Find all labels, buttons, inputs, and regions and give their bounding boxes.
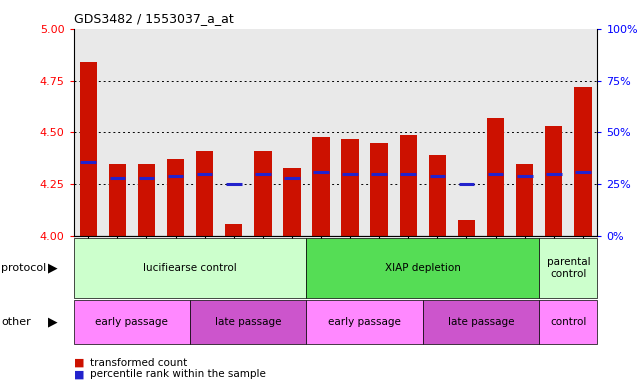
Text: late passage: late passage xyxy=(215,316,281,327)
Bar xyxy=(283,168,301,236)
Bar xyxy=(254,151,272,236)
Bar xyxy=(74,300,190,344)
Text: ▶: ▶ xyxy=(48,315,58,328)
Bar xyxy=(161,29,190,236)
Bar xyxy=(306,29,336,236)
Text: ■: ■ xyxy=(74,369,88,379)
Text: parental
control: parental control xyxy=(547,257,590,279)
Bar xyxy=(225,224,242,236)
Text: protocol: protocol xyxy=(1,263,47,273)
Text: lucifiearse control: lucifiearse control xyxy=(143,263,237,273)
Bar xyxy=(190,29,219,236)
Bar xyxy=(458,220,475,236)
Bar xyxy=(190,300,306,344)
Bar xyxy=(312,137,329,236)
Text: ■: ■ xyxy=(74,358,88,368)
Bar xyxy=(248,29,278,236)
Bar xyxy=(370,143,388,236)
Text: percentile rank within the sample: percentile rank within the sample xyxy=(90,369,265,379)
Bar xyxy=(423,300,539,344)
Bar xyxy=(365,29,394,236)
Bar xyxy=(539,300,597,344)
Bar xyxy=(74,29,103,236)
Bar xyxy=(336,29,365,236)
Bar xyxy=(399,134,417,236)
Bar xyxy=(342,139,359,236)
Bar xyxy=(569,29,597,236)
Bar xyxy=(278,29,306,236)
Bar xyxy=(394,29,423,236)
Bar xyxy=(545,126,563,236)
Text: transformed count: transformed count xyxy=(90,358,187,368)
Bar xyxy=(132,29,161,236)
Bar xyxy=(481,29,510,236)
Bar xyxy=(79,62,97,236)
Text: other: other xyxy=(1,316,31,327)
Bar xyxy=(306,238,539,298)
Bar xyxy=(516,164,533,236)
Text: early passage: early passage xyxy=(96,316,169,327)
Bar xyxy=(429,155,446,236)
Bar xyxy=(103,29,132,236)
Bar xyxy=(74,238,306,298)
Bar xyxy=(219,29,248,236)
Bar xyxy=(138,164,155,236)
Bar xyxy=(510,29,539,236)
Text: ▶: ▶ xyxy=(48,262,58,274)
Bar xyxy=(167,159,184,236)
Bar xyxy=(423,29,452,236)
Bar xyxy=(539,29,569,236)
Text: early passage: early passage xyxy=(328,316,401,327)
Bar xyxy=(574,87,592,236)
Bar xyxy=(487,118,504,236)
Bar xyxy=(108,164,126,236)
Text: XIAP depletion: XIAP depletion xyxy=(385,263,461,273)
Text: control: control xyxy=(550,316,587,327)
Bar xyxy=(452,29,481,236)
Bar xyxy=(306,300,423,344)
Bar xyxy=(196,151,213,236)
Bar xyxy=(539,238,597,298)
Text: late passage: late passage xyxy=(448,316,514,327)
Text: GDS3482 / 1553037_a_at: GDS3482 / 1553037_a_at xyxy=(74,12,233,25)
